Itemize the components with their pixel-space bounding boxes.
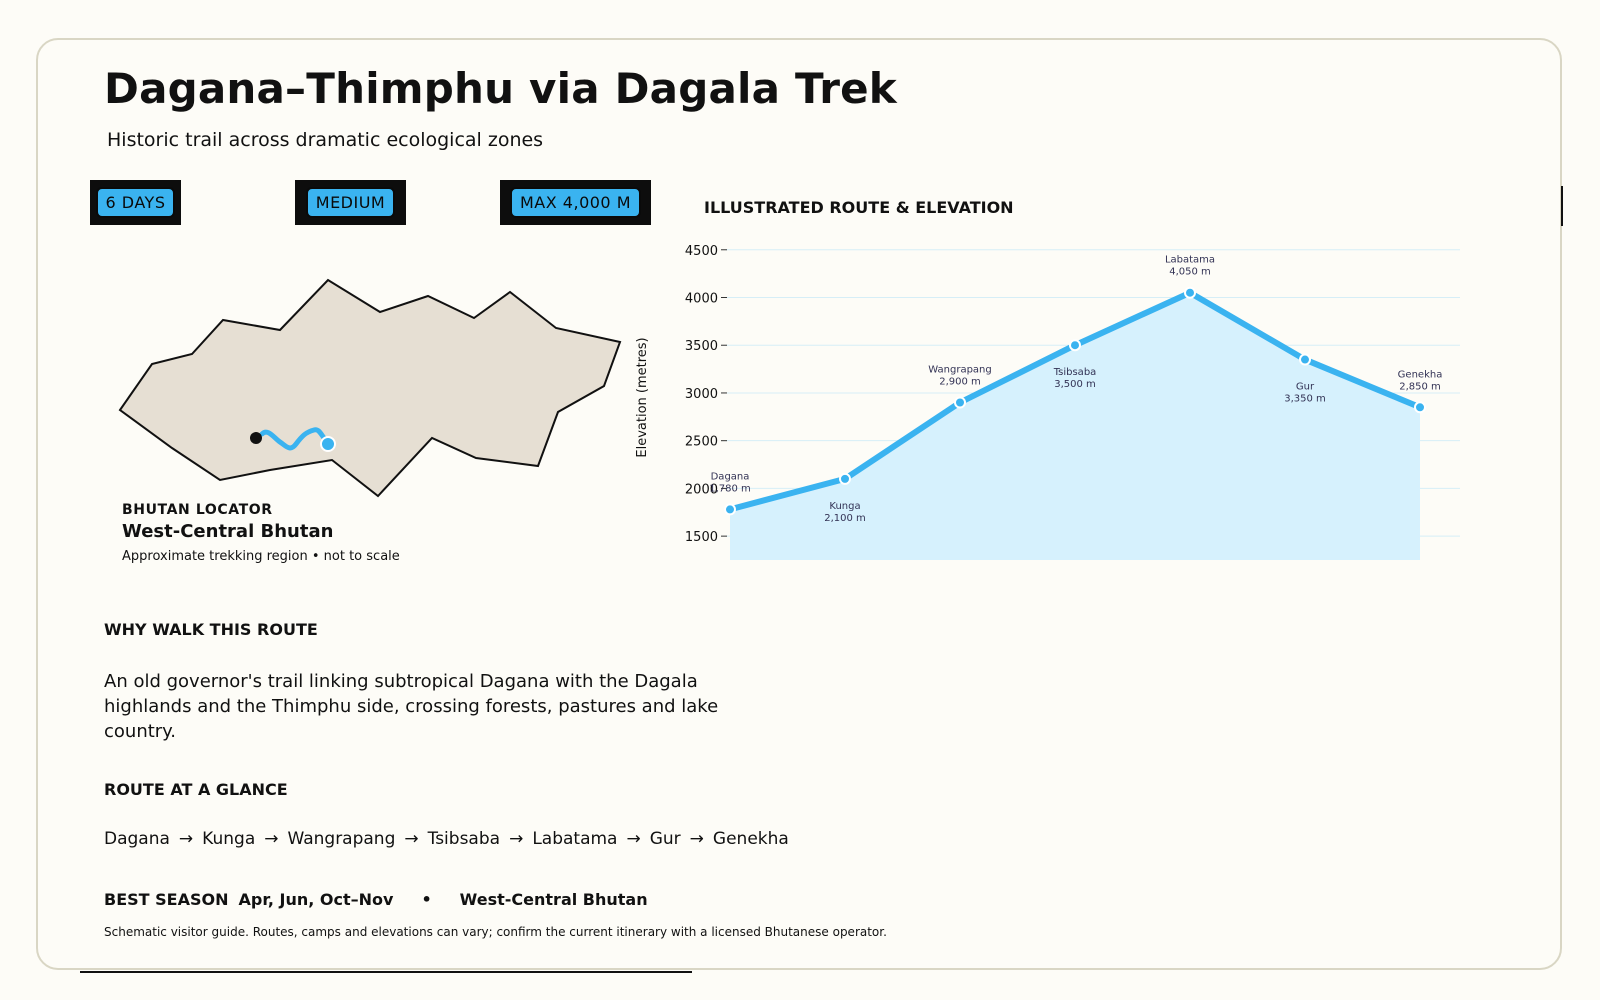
bottom-divider [80, 971, 692, 973]
disclaimer: Schematic visitor guide. Routes, camps a… [104, 925, 887, 939]
y-tick-label: 3500 [685, 339, 718, 354]
camp-elevation-label: 1,780 m [709, 483, 751, 494]
elevation-chart: 1500 2000 2500 3000 3500 4000 4500 Elevation (m… [635, 244, 1460, 560]
why-text: An old governor's trail linking subtropi… [104, 671, 719, 742]
y-tick-label: 4000 [685, 292, 718, 307]
y-tick-label: 1500 [685, 530, 718, 545]
elevation-point [1184, 286, 1196, 299]
route-arrow: → [509, 829, 524, 849]
bhutan-locator-map [118, 278, 622, 498]
locator-note: Approximate trekking region • not to sca… [122, 549, 400, 564]
max-altitude-badge-label: MAX 4,000 M [510, 187, 641, 218]
y-tick-label: 2000 [685, 482, 718, 497]
camp-elevation-label: 3,350 m [1284, 394, 1326, 405]
elevation-area [730, 292, 1420, 560]
route-stop: Genekha [712, 829, 789, 849]
y-tick-label: 4500 [685, 244, 718, 259]
edge-divider [1561, 186, 1563, 226]
y-tick-label: 2500 [685, 435, 718, 450]
route-stop: Wangrapang [287, 829, 396, 849]
route-start-marker [250, 432, 262, 444]
difficulty-badge-label: MEDIUM [305, 187, 396, 218]
max-altitude-badge: MAX 4,000 M [500, 180, 651, 225]
camp-elevation-label: 3,500 m [1054, 379, 1096, 390]
elevation-point [1299, 353, 1311, 366]
difficulty-badge: MEDIUM [295, 180, 406, 225]
elevation-point [954, 396, 966, 409]
route-stop: Kunga [202, 829, 256, 849]
elevation-point [839, 472, 851, 485]
camp-name-label: Tsibsaba [1053, 367, 1097, 378]
route-stop: Tsibsaba [427, 829, 501, 849]
camp-name-label: Kunga [829, 501, 860, 512]
camp-name-label: Wangrapang [928, 365, 991, 376]
locator-label: BHUTAN LOCATOR [122, 502, 273, 518]
elevation-point [1414, 401, 1426, 414]
elevation-point [1069, 339, 1081, 352]
camp-name-label: Dagana [711, 471, 750, 482]
route-arrow: → [404, 829, 419, 849]
camp-name-label: Gur [1296, 382, 1315, 393]
chart-heading: ILLUSTRATED ROUTE & ELEVATION [704, 198, 1014, 217]
season-separator: • [421, 890, 432, 909]
page-title: Dagana–Thimphu via Dagala Trek [104, 64, 897, 113]
season-value: Apr, Jun, Oct–Nov [238, 890, 394, 909]
route-list: Dagana → Kunga → Wangrapang → Tsibsaba → Labatam… [104, 829, 789, 849]
route-stop: Gur [649, 829, 681, 849]
glance-heading: ROUTE AT A GLANCE [104, 780, 288, 799]
locator-region: West-Central Bhutan [122, 521, 334, 542]
route-arrow: → [689, 829, 704, 849]
page-subtitle: Historic trail across dramatic ecologica… [107, 129, 544, 151]
camp-name-label: Genekha [1398, 369, 1443, 380]
duration-badge: 6 DAYS [90, 180, 181, 225]
why-heading: WHY WALK THIS ROUTE [104, 620, 318, 639]
y-tick-label: 3000 [685, 387, 718, 402]
camp-elevation-label: 4,050 m [1169, 267, 1211, 278]
season-region: West-Central Bhutan [459, 890, 648, 909]
trek-route-path [259, 427, 331, 451]
elevation-point [724, 503, 736, 516]
route-stop: Dagana [104, 829, 170, 849]
camp-elevation-label: 2,900 m [939, 377, 981, 388]
route-end-marker [320, 436, 336, 452]
camp-elevation-label: 2,100 m [824, 513, 866, 524]
camp-elevation-label: 2,850 m [1399, 381, 1441, 392]
y-axis-label: Elevation (metres) [635, 337, 650, 457]
bhutan-outline [118, 278, 622, 498]
route-arrow: → [626, 829, 641, 849]
camp-name-label: Labatama [1165, 255, 1215, 266]
route-arrow: → [264, 829, 279, 849]
season-line: BEST SEASON Apr, Jun, Oct–Nov • West-Cen… [104, 890, 648, 909]
route-arrow: → [178, 829, 194, 849]
duration-badge-label: 6 DAYS [95, 187, 176, 218]
season-label: BEST SEASON [104, 890, 229, 909]
route-stop: Labatama [532, 829, 618, 849]
